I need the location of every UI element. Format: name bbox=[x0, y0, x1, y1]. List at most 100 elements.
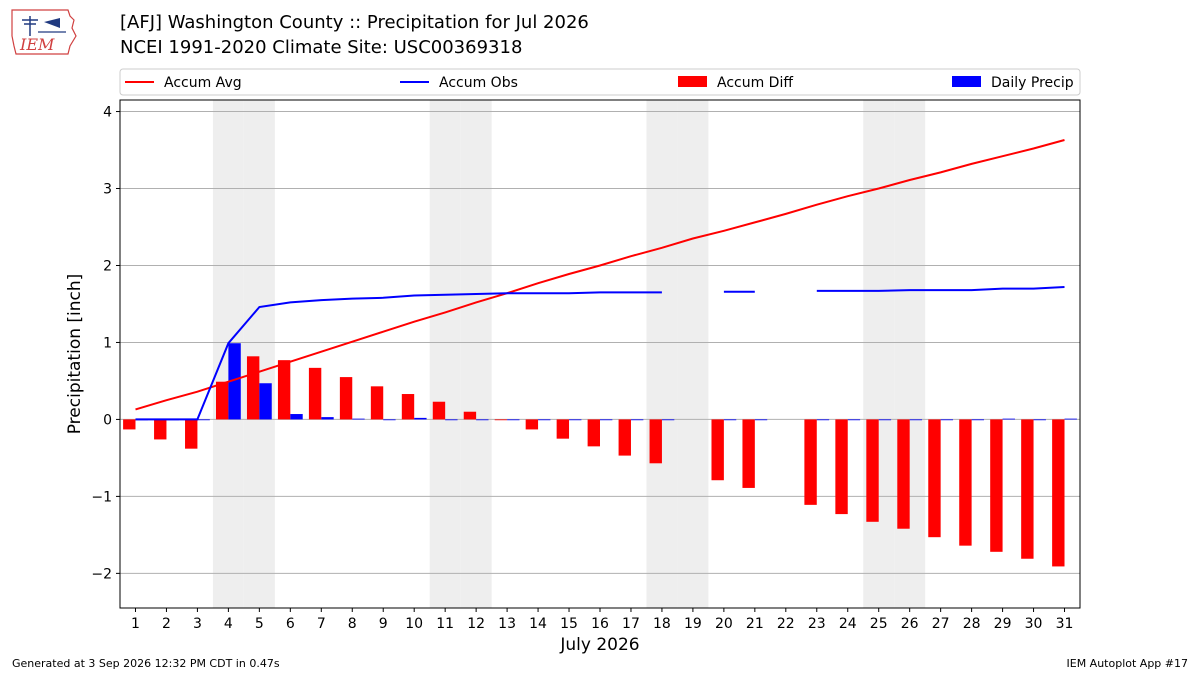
daily-precip-bar bbox=[878, 419, 892, 421]
accum-diff-bar bbox=[494, 419, 508, 421]
accum-diff-bar bbox=[928, 419, 941, 538]
weather-vane-arms-icon bbox=[22, 19, 38, 25]
legend-accum-obs-label: Accum Obs bbox=[439, 75, 518, 91]
x-tick-label: 20 bbox=[715, 616, 733, 632]
x-tick-label: 21 bbox=[746, 616, 764, 632]
accum-diff-bar bbox=[216, 381, 229, 420]
accum-diff-bar bbox=[432, 401, 446, 420]
daily-precip-bar bbox=[754, 419, 768, 421]
accum-diff-bar bbox=[866, 419, 879, 522]
x-tick-label: 15 bbox=[560, 616, 578, 632]
y-tick-label: 3 bbox=[103, 182, 112, 198]
daily-precip-bar bbox=[940, 419, 954, 421]
iem-logo-text: IEM bbox=[19, 35, 55, 54]
x-tick-label: 29 bbox=[994, 616, 1012, 632]
y-tick-label: 4 bbox=[103, 105, 112, 121]
x-tick-label: 11 bbox=[436, 616, 454, 632]
accum-diff-bar bbox=[897, 419, 910, 529]
weekend-band bbox=[677, 100, 709, 608]
daily-precip-bar bbox=[538, 419, 551, 421]
daily-precip-bar bbox=[600, 419, 613, 421]
daily-precip-bar bbox=[197, 419, 210, 421]
daily-precip-bar bbox=[228, 343, 241, 420]
accum-diff-bar bbox=[401, 394, 415, 420]
accum-diff-bar bbox=[742, 419, 755, 488]
footer-app-text: IEM Autoplot App #17 bbox=[1066, 657, 1189, 670]
x-tick-label: 10 bbox=[405, 616, 423, 632]
accum-diff-bar bbox=[123, 419, 136, 430]
x-tick-label: 19 bbox=[684, 616, 702, 632]
x-tick-label: 25 bbox=[870, 616, 888, 632]
accum-diff-bar bbox=[185, 419, 198, 449]
y-axis-label: Precipitation [inch] bbox=[65, 274, 85, 435]
accum-diff-bar bbox=[711, 419, 724, 481]
accum-diff-bar bbox=[587, 419, 600, 447]
iem-iowa-logo-icon: IEM bbox=[11, 9, 77, 55]
y-tick-label: −2 bbox=[91, 566, 112, 582]
x-tick-label: 22 bbox=[777, 616, 795, 632]
legend-accum-diff-label: Accum Diff bbox=[717, 75, 793, 91]
x-tick-label: 7 bbox=[317, 616, 326, 632]
y-tick-label: −1 bbox=[91, 489, 112, 505]
x-tick-label: 23 bbox=[808, 616, 826, 632]
x-tick-label: 28 bbox=[963, 616, 981, 632]
daily-precip-bar bbox=[259, 383, 272, 420]
chart-subtitle: NCEI 1991-2020 Climate Site: USC00369318 bbox=[120, 37, 523, 58]
daily-precip-bar bbox=[661, 419, 675, 421]
x-tick-label: 6 bbox=[286, 616, 295, 632]
accum-diff-bar bbox=[649, 419, 662, 464]
x-tick-label: 2 bbox=[162, 616, 171, 632]
accum-diff-bar bbox=[525, 419, 539, 430]
daily-precip-bar bbox=[971, 419, 984, 421]
weekend-band bbox=[863, 100, 895, 608]
daily-precip-bar bbox=[507, 419, 520, 421]
accum-diff-bar bbox=[990, 419, 1003, 552]
accum-diff-bar bbox=[246, 356, 260, 420]
x-tick-label: 16 bbox=[591, 616, 609, 632]
daily-precip-bar bbox=[1033, 419, 1046, 421]
weekend-band bbox=[429, 100, 461, 608]
daily-precip-bar bbox=[723, 419, 737, 421]
x-tick-label: 17 bbox=[622, 616, 640, 632]
daily-precip-bar bbox=[816, 419, 830, 421]
x-axis-label: July 2026 bbox=[559, 635, 639, 655]
x-tick-label: 30 bbox=[1025, 616, 1043, 632]
accum-avg-line bbox=[135, 139, 1065, 411]
legend-accum-diff-swatch bbox=[678, 76, 707, 87]
daily-precip-bar bbox=[909, 419, 923, 421]
weekend-band bbox=[460, 100, 492, 608]
chart-title: [AFJ] Washington County :: Precipitation… bbox=[120, 12, 589, 33]
x-tick-label: 5 bbox=[255, 616, 264, 632]
accum-diff-bar bbox=[618, 419, 631, 456]
x-tick-label: 24 bbox=[839, 616, 857, 632]
daily-precip-bar bbox=[1064, 418, 1077, 420]
daily-precip-bar bbox=[321, 417, 334, 420]
footer-generated-text: Generated at 3 Sep 2026 12:32 PM CDT in … bbox=[12, 657, 280, 670]
legend-daily-precip-label: Daily Precip bbox=[991, 75, 1074, 91]
weekend-band bbox=[243, 100, 275, 608]
daily-precip-bar bbox=[445, 419, 458, 421]
x-tick-label: 31 bbox=[1056, 616, 1074, 632]
y-tick-label: 1 bbox=[103, 335, 112, 351]
accum-diff-bar bbox=[339, 377, 353, 420]
weekend-shading-group bbox=[212, 100, 926, 608]
accum-diff-bar bbox=[556, 419, 570, 439]
daily-precip-bar bbox=[1002, 418, 1015, 420]
x-tick-label: 1 bbox=[131, 616, 140, 632]
x-tick-label: 3 bbox=[193, 616, 202, 632]
daily-precip-bar bbox=[847, 419, 861, 421]
daily-precip-bar bbox=[352, 418, 365, 420]
accum-obs-line bbox=[816, 286, 1065, 292]
x-tick-label: 13 bbox=[498, 616, 516, 632]
legend-accum-avg-label: Accum Avg bbox=[164, 75, 242, 91]
accum-diff-bar bbox=[370, 386, 384, 420]
accum-diff-bar bbox=[804, 419, 817, 505]
daily-precip-bar bbox=[383, 419, 396, 421]
accum-diff-bar bbox=[308, 367, 322, 420]
legend: Accum Avg Accum Obs Accum Diff Daily Precip bbox=[119, 68, 1081, 96]
weekend-band bbox=[894, 100, 926, 608]
y-tick-label: 2 bbox=[103, 258, 112, 274]
x-tick-label: 14 bbox=[529, 616, 547, 632]
